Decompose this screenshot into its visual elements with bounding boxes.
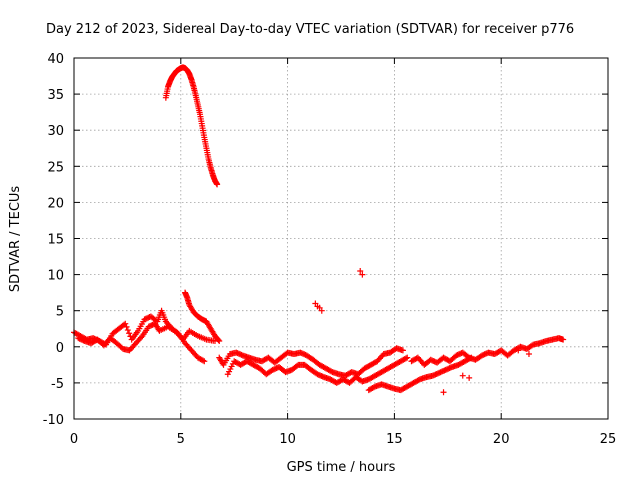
y-tick-label: 30 <box>47 124 64 139</box>
y-tick-labels: -10 -5 0 5 10 15 20 25 30 35 40 <box>43 52 64 428</box>
data-point <box>122 320 129 327</box>
data-point <box>459 372 466 379</box>
y-tick-label: -10 <box>43 413 64 428</box>
data-point <box>440 389 447 396</box>
data-point <box>399 347 406 354</box>
data-point <box>402 355 409 362</box>
data-point <box>359 271 366 278</box>
data-point <box>126 330 133 337</box>
data-point <box>200 357 207 364</box>
x-tick-labels: 0 5 10 15 20 25 <box>70 432 616 447</box>
y-tick-label: 15 <box>47 233 64 248</box>
x-tick-label: 20 <box>493 432 510 447</box>
data-point <box>357 267 364 274</box>
x-tick-label: 25 <box>600 432 617 447</box>
y-tick-label: 5 <box>56 305 64 320</box>
x-tick-label: 5 <box>177 432 185 447</box>
y-tick-label: 10 <box>47 269 64 284</box>
data-point <box>201 358 208 365</box>
x-tick-label: 10 <box>279 432 296 447</box>
chart-title: Day 212 of 2023, Sidereal Day-to-day VTE… <box>46 22 574 37</box>
grid-lines <box>74 58 608 419</box>
data-point <box>214 181 221 188</box>
y-axis-label: SDTVAR / TECUs <box>8 186 23 293</box>
x-tick-label: 15 <box>386 432 403 447</box>
y-tick-label: 25 <box>47 160 64 175</box>
data-point <box>124 327 131 334</box>
y-tick-label: 35 <box>47 88 64 103</box>
x-axis-label: GPS time / hours <box>287 460 396 475</box>
data-points <box>71 64 567 396</box>
data-point <box>515 347 522 354</box>
data-point <box>215 337 222 344</box>
y-tick-label: 0 <box>56 341 64 356</box>
data-point <box>466 374 473 381</box>
y-tick-label: 20 <box>47 196 64 211</box>
y-tick-label: 40 <box>47 52 64 67</box>
data-point <box>318 307 325 314</box>
data-point <box>216 338 223 345</box>
axis-ticks <box>73 57 609 420</box>
y-tick-label: -5 <box>51 377 64 392</box>
data-point <box>404 354 411 361</box>
data-point <box>123 323 130 330</box>
data-point <box>560 336 567 343</box>
data-point <box>525 351 532 358</box>
x-tick-label: 0 <box>70 432 78 447</box>
